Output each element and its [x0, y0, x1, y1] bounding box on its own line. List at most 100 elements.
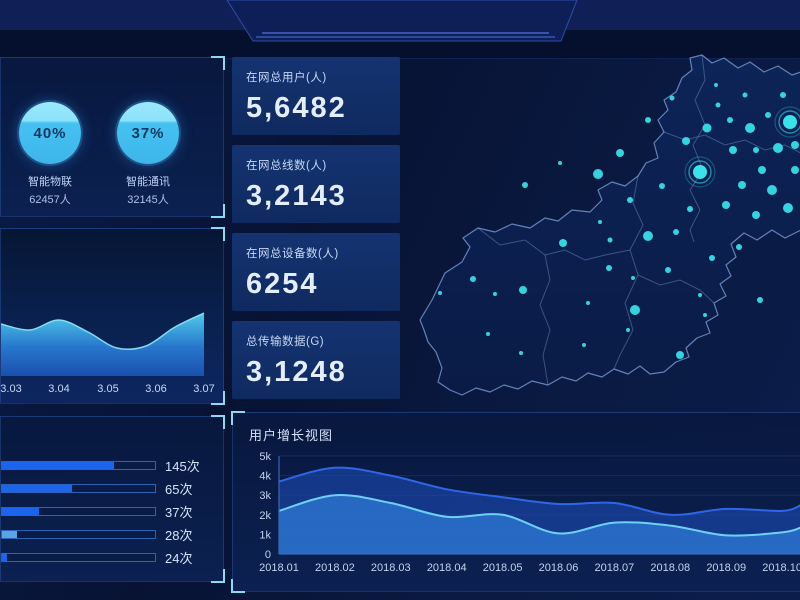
series2-area — [279, 495, 800, 554]
bar-fill — [2, 462, 114, 469]
series1-line — [278, 466, 800, 516]
map-dot — [519, 351, 523, 355]
stat-card: 总传输数据(G) 3,1248 — [232, 321, 400, 399]
bar-track — [1, 507, 156, 516]
map-dot — [519, 286, 527, 294]
stat-card-column: 在网总用户(人) 5,6482 在网总线数(人) 3,2143 在网总设备数(人) 625… — [232, 57, 400, 399]
stat-card-value: 3,1248 — [246, 356, 347, 388]
map-dot — [714, 83, 718, 87]
map-dot — [598, 220, 602, 224]
map-dot — [738, 181, 746, 189]
region-map — [419, 54, 800, 396]
stat-card-value: 6254 — [246, 268, 319, 300]
bar-row: 24次 — [1, 551, 223, 566]
map-dot — [607, 237, 613, 243]
stat-card-label: 在网总线数(人) — [246, 160, 327, 172]
map-pulse-dot — [783, 115, 797, 129]
map-dot — [682, 137, 690, 145]
stat-card-label: 在网总用户(人) — [246, 72, 327, 84]
map-pulse-ring — [688, 160, 712, 184]
stat-card-value: 3,2143 — [246, 180, 347, 212]
map-dot — [631, 276, 635, 280]
map-pulse-ring — [774, 106, 800, 138]
gauge-label: 智能物联 — [28, 176, 72, 188]
map-dot — [665, 267, 671, 273]
map-dot — [582, 343, 586, 347]
y-axis-tick-label: 2k — [259, 510, 271, 522]
y-axis-tick-label: 4k — [259, 471, 271, 483]
gauge-count: 32145人 — [127, 194, 169, 206]
map-dot — [586, 301, 590, 305]
corner-bracket-icon — [211, 204, 225, 218]
y-axis-tick-label: 1k — [259, 529, 271, 541]
map-dot — [616, 149, 624, 157]
map-dot — [791, 141, 799, 149]
map-dot — [486, 332, 490, 336]
x-axis-tick-label: 2018.07 — [595, 562, 635, 574]
bar-row: 145次 — [1, 459, 223, 474]
bar-track — [1, 484, 156, 493]
mini-area-fill — [1, 313, 204, 376]
series2-line — [278, 494, 800, 537]
bar-row: 28次 — [1, 528, 223, 543]
counts-bar-panel: 145次 65次 37次 28次 24次 — [0, 415, 225, 583]
map-dot — [558, 161, 562, 165]
bar-track — [1, 461, 156, 470]
map-dot — [630, 305, 640, 315]
corner-bracket-icon — [211, 415, 225, 429]
map-dot — [727, 117, 733, 123]
bar-value-label: 24次 — [165, 551, 193, 566]
corner-bracket-icon — [211, 227, 225, 241]
bar-row: 37次 — [1, 505, 223, 520]
y-axis-tick-label: 5k — [259, 451, 271, 463]
corner-bracket-icon — [211, 56, 225, 70]
map-dot — [702, 123, 712, 133]
map-dot — [606, 265, 612, 271]
bar-fill — [2, 554, 7, 561]
bar-row: 65次 — [1, 482, 223, 497]
map-dot — [626, 328, 630, 332]
map-dot — [438, 291, 442, 295]
map-dot — [627, 197, 633, 203]
user-growth-area-chart: 0 1k 2k 3k 4k 5k 2018.01 2018.02 2018.03 2018.04 2… — [259, 451, 800, 574]
bar-fill — [2, 531, 18, 538]
user-growth-panel: 用户增长视图 0 1k 2k 3k 4k 5k 2018.01 2018.02 2018.03 2… — [231, 411, 800, 593]
x-axis-tick-label: 2018.08 — [650, 562, 690, 574]
mini-x-tick-label: 3.05 — [97, 383, 118, 395]
gauge-panel: 40% 智能物联 62457人 37% 智能通讯 32145人 — [0, 56, 225, 218]
map-dot — [643, 231, 653, 241]
map-city-dots — [438, 83, 800, 359]
y-axis-tick-label: 0 — [265, 549, 271, 561]
map-dot — [783, 203, 793, 213]
header-trapezoid-decoration — [226, 0, 578, 42]
map-pulse-ring — [778, 110, 800, 134]
bar-value-label: 37次 — [165, 505, 193, 520]
weekly-trend-area-chart: 3.03 3.04 3.05 3.06 3.07 — [1, 312, 215, 395]
bar-track — [1, 530, 156, 539]
bar-value-label: 65次 — [165, 482, 193, 497]
bar-value-label: 145次 — [165, 459, 200, 474]
map-dot — [780, 92, 786, 98]
gauge-circle: 37% — [117, 102, 179, 164]
x-axis-tick-label: 2018.09 — [706, 562, 746, 574]
map-dot — [758, 166, 766, 174]
x-axis-tick-label: 2018.03 — [371, 562, 411, 574]
corner-bracket-icon — [231, 411, 245, 425]
bar-track — [1, 553, 156, 562]
growth-chart-title: 用户增长视图 — [249, 428, 334, 443]
map-dot — [791, 166, 799, 174]
gauge-circle: 40% — [19, 102, 81, 164]
x-axis-tick-label: 2018.06 — [539, 562, 579, 574]
stat-card-label: 总传输数据(G) — [246, 336, 325, 348]
stat-card: 在网总线数(人) 3,2143 — [232, 145, 400, 223]
gauge-count: 62457人 — [29, 194, 71, 206]
map-dot — [742, 92, 748, 98]
map-pulse-dot — [693, 165, 707, 179]
corner-bracket-icon — [231, 579, 245, 593]
map-dot — [676, 351, 684, 359]
map-dot — [709, 255, 715, 261]
liquid-gauge: 40% 智能物联 62457人 — [1, 102, 99, 207]
stat-card-value: 5,6482 — [246, 92, 347, 124]
map-dot — [673, 229, 679, 235]
mini-area-line — [1, 312, 205, 351]
